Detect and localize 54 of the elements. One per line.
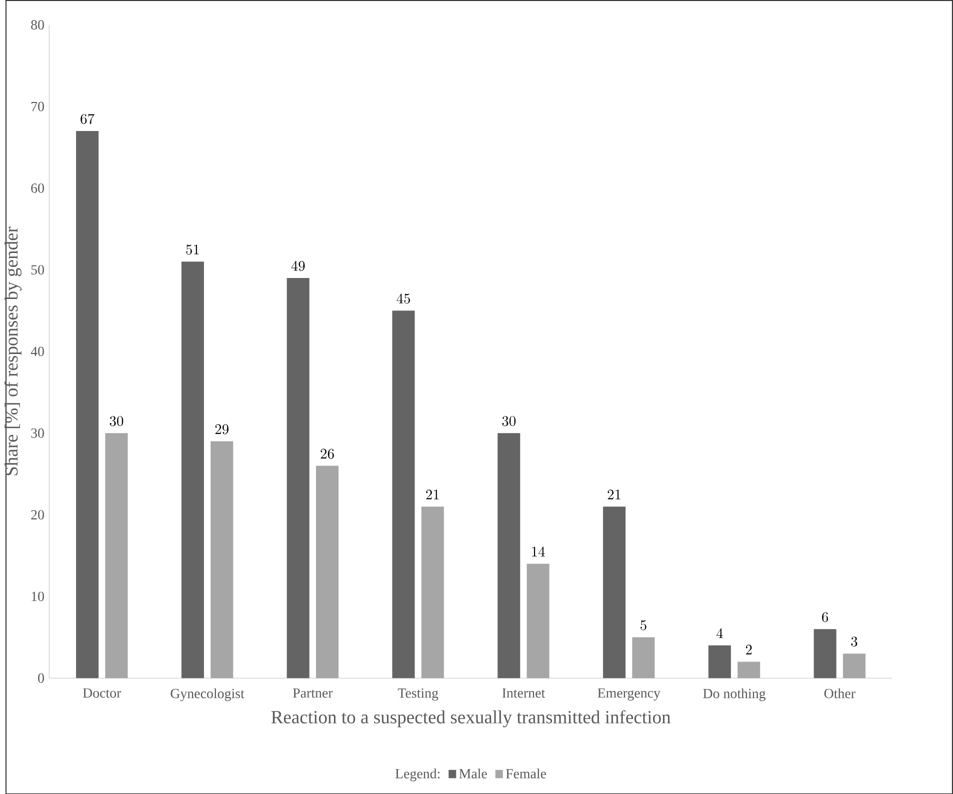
bar bbox=[526, 564, 550, 678]
data-label: 30 bbox=[110, 416, 124, 426]
y-tick-label: 40 bbox=[30, 346, 44, 356]
data-label: 14 bbox=[532, 546, 545, 556]
legend-label: Male bbox=[459, 768, 487, 778]
x-tick-label: Do nothing bbox=[703, 688, 766, 701]
bar bbox=[392, 310, 415, 678]
y-tick-label: 30 bbox=[31, 428, 44, 438]
y-tick-label: 60 bbox=[31, 183, 44, 193]
data-label: 51 bbox=[186, 244, 199, 254]
y-tick-label: 70 bbox=[32, 102, 44, 112]
bar bbox=[738, 662, 760, 678]
bar bbox=[210, 441, 234, 678]
data-label: 6 bbox=[822, 612, 828, 622]
data-label: 3 bbox=[851, 636, 858, 646]
y-tick-label: 50 bbox=[31, 264, 44, 274]
data-label: 26 bbox=[320, 448, 334, 459]
bar bbox=[603, 506, 626, 678]
x-axis-title: Reaction to a suspected sexually transmitted infection bbox=[271, 710, 671, 728]
y-tick-label: 10 bbox=[32, 592, 44, 601]
x-tick-label: Gynecologist bbox=[170, 688, 244, 701]
data-label: 45 bbox=[396, 293, 410, 304]
x-tick-label: Emergency bbox=[598, 688, 660, 700]
data-label: 4 bbox=[716, 628, 723, 638]
legend-label: Female bbox=[506, 768, 546, 778]
x-tick-label: Other bbox=[824, 688, 856, 698]
y-axis-title: Share [%] of responses by gender bbox=[4, 226, 22, 475]
data-label: 5 bbox=[640, 620, 646, 630]
bar bbox=[316, 466, 339, 678]
bar bbox=[105, 432, 128, 678]
data-label: 2 bbox=[746, 644, 752, 654]
data-label: 29 bbox=[215, 424, 229, 434]
bar bbox=[708, 645, 731, 678]
y-tick-label: 80 bbox=[31, 20, 44, 30]
x-tick-label: Doctor bbox=[82, 688, 122, 698]
bar bbox=[286, 278, 310, 678]
data-label: 30 bbox=[502, 416, 516, 426]
data-label: 21 bbox=[608, 489, 620, 500]
x-tick-label: Internet bbox=[502, 688, 546, 698]
data-label: 21 bbox=[426, 489, 439, 500]
y-tick-label: 20 bbox=[31, 510, 44, 520]
bar bbox=[421, 506, 444, 678]
x-tick-label: Partner bbox=[292, 688, 333, 698]
bar bbox=[498, 432, 520, 678]
y-tick-label: 0 bbox=[38, 673, 44, 683]
bar bbox=[632, 637, 655, 678]
x-tick-label: Testing bbox=[398, 688, 438, 700]
bar bbox=[814, 628, 836, 678]
legend-title: Legend: bbox=[395, 768, 440, 782]
bar bbox=[842, 653, 866, 678]
bar bbox=[76, 130, 99, 678]
data-label: 49 bbox=[291, 260, 305, 271]
bar bbox=[181, 261, 204, 678]
data-label: 67 bbox=[80, 114, 94, 124]
